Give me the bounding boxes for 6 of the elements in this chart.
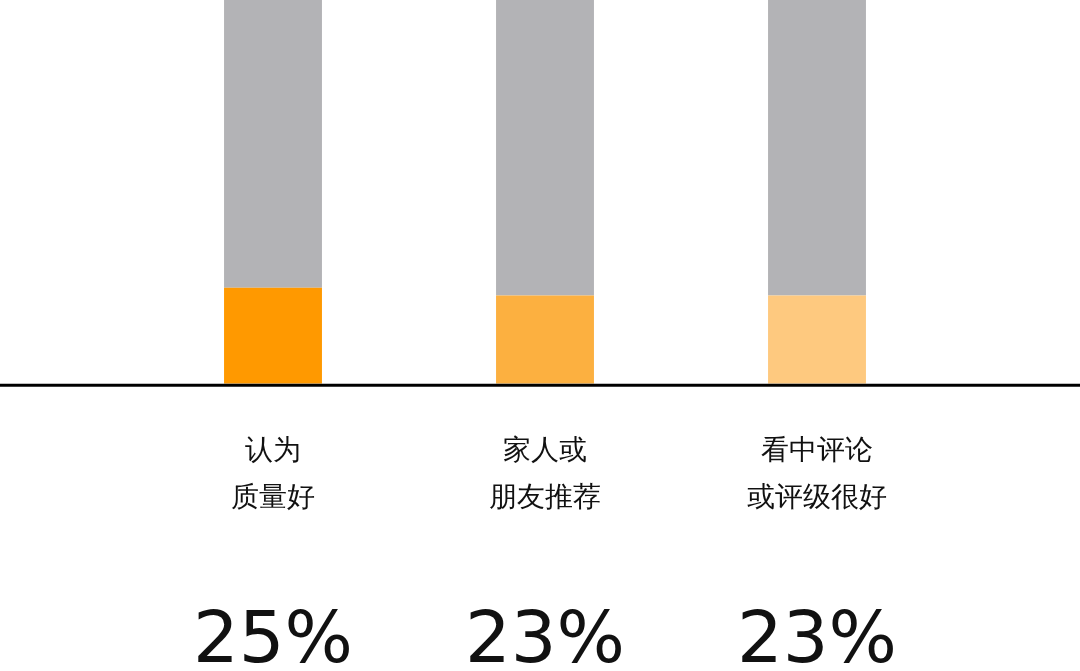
data-label: 23%: [464, 595, 626, 671]
data-label: 23%: [736, 595, 898, 671]
x-tick-label: 认为质量好: [231, 432, 315, 514]
data-label: 25%: [192, 595, 354, 671]
x-tick-label: 看中评论或评级很好: [747, 432, 887, 514]
x-tick-label: 家人或朋友推荐: [489, 432, 601, 514]
